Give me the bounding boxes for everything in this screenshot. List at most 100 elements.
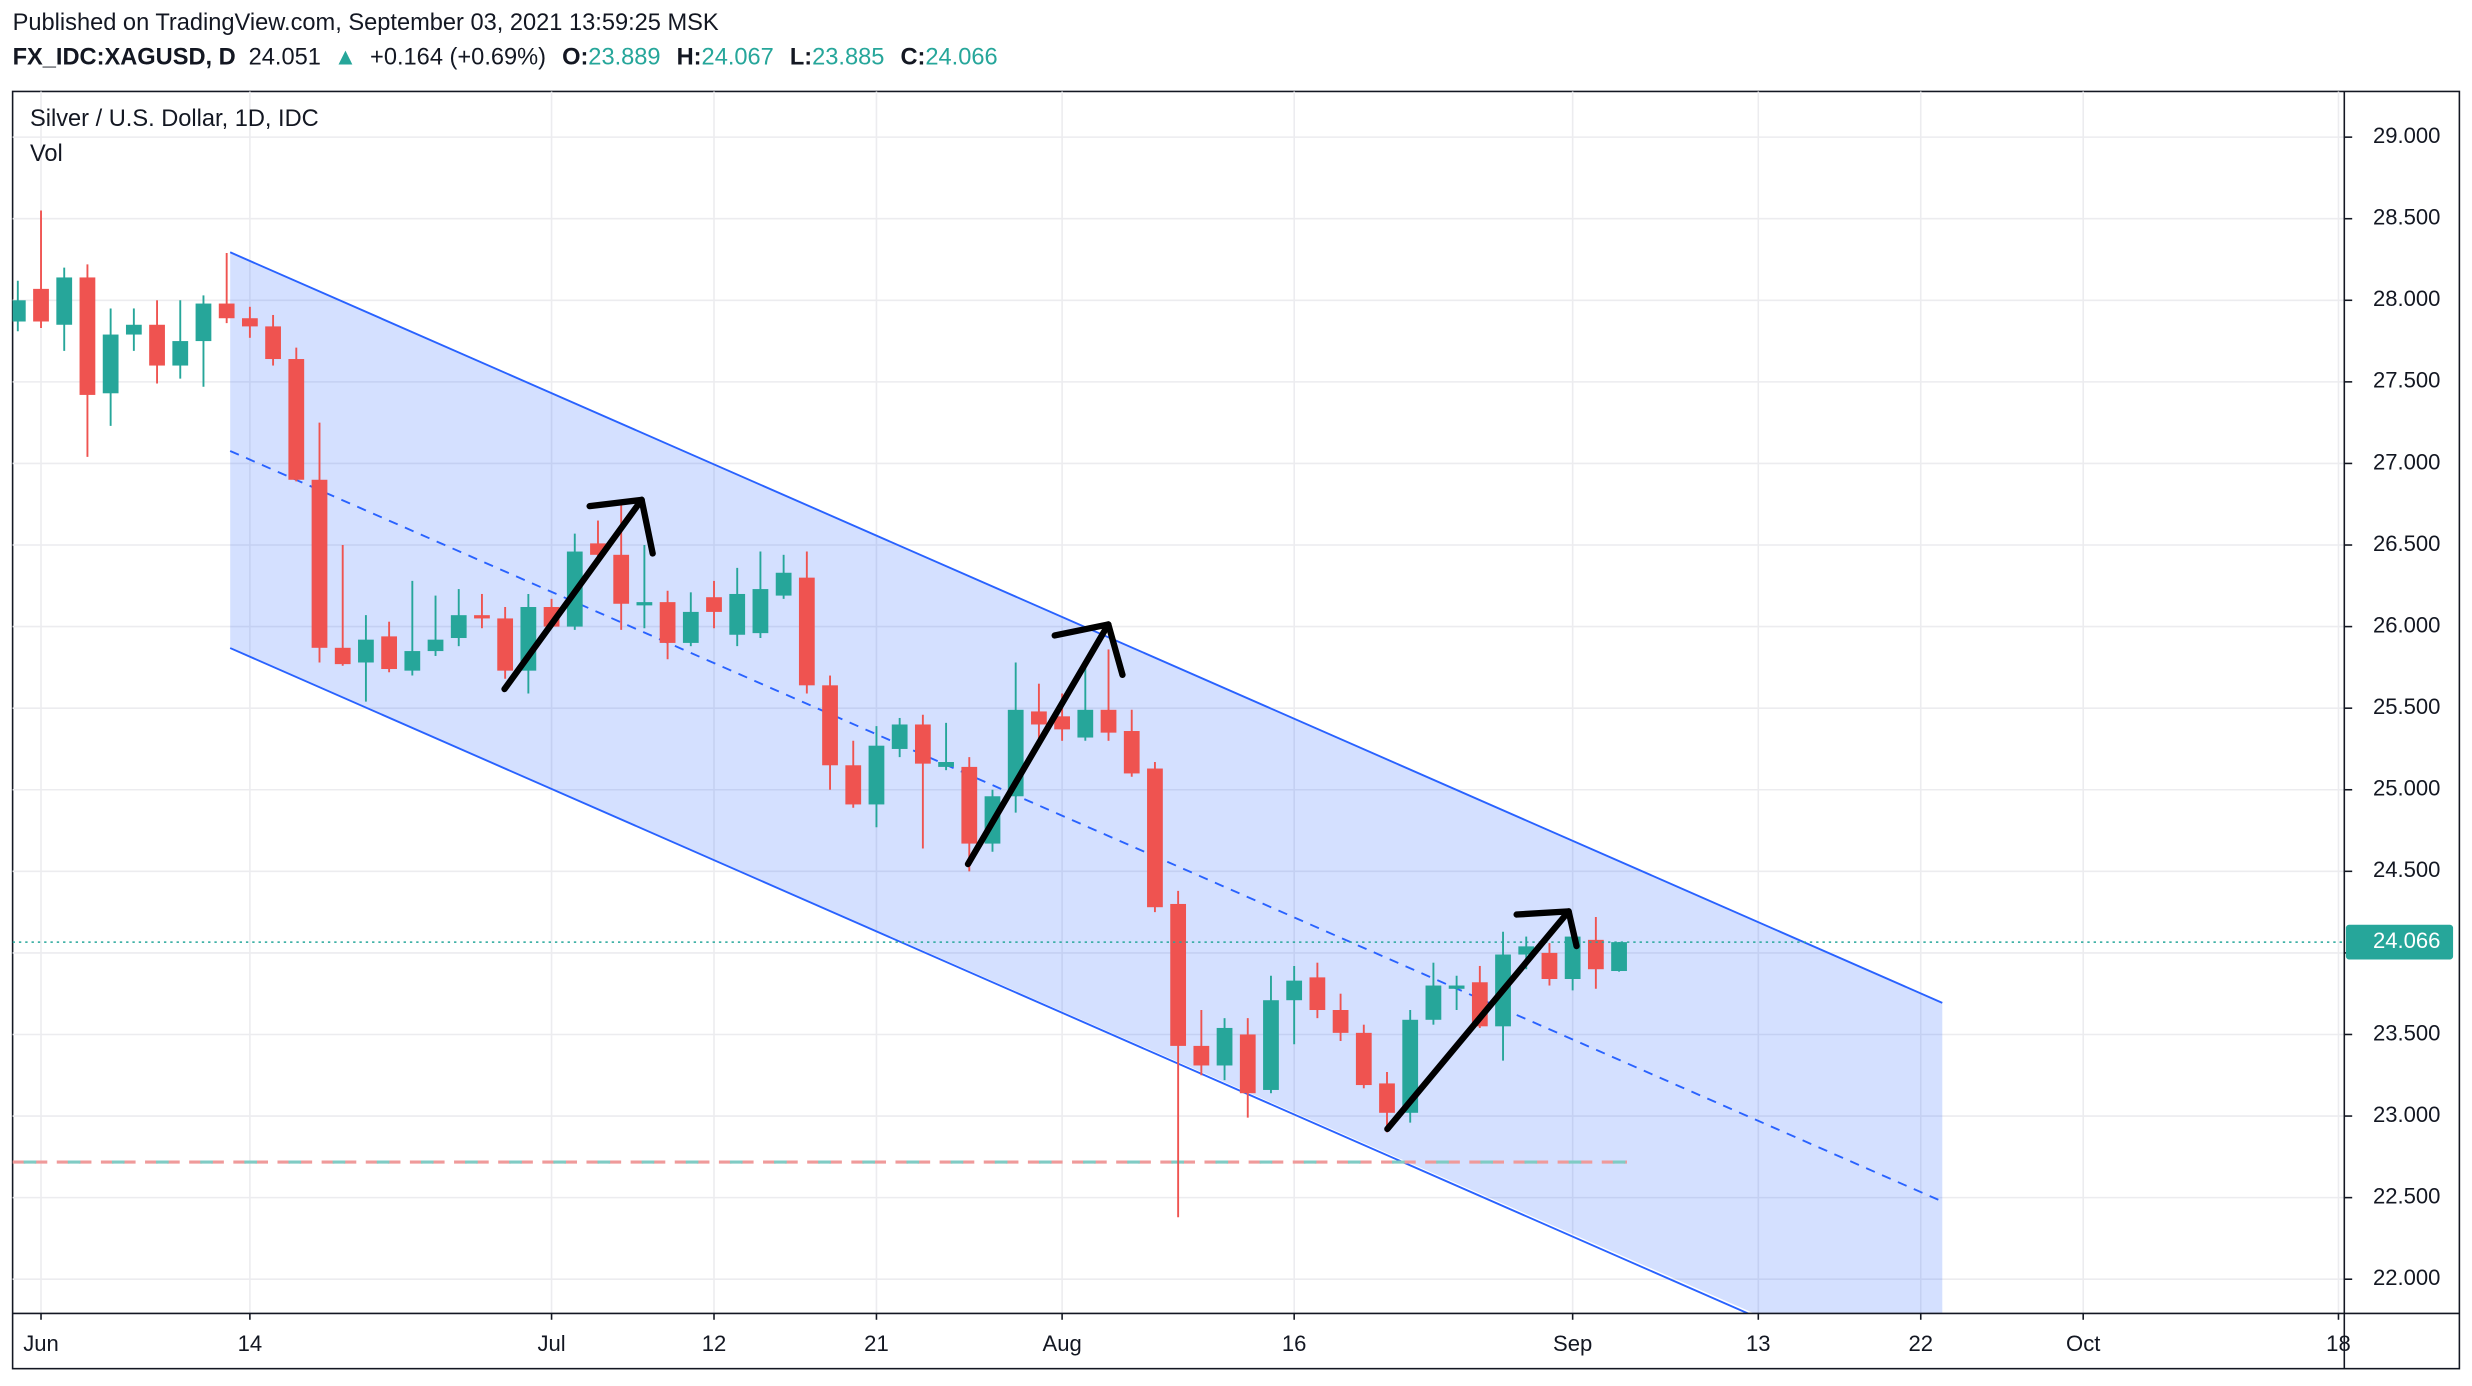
candle-body [1077,709,1094,738]
candle-body [195,303,212,342]
candle-body [79,277,96,395]
candle-body [1100,709,1117,733]
ohlc-label: C: [900,45,925,71]
candle-body [1239,1034,1256,1094]
arrow-head [1513,908,1580,950]
candle-body [1355,1032,1372,1086]
y-tick-label: 28.000 [2373,286,2440,311]
arrows [501,496,1580,1133]
candle-body [12,300,26,322]
candle-body [822,685,838,766]
candle-body [1425,985,1442,1020]
arrow [964,621,1112,868]
x-tick-label: Oct [2066,1331,2100,1356]
candle-body [775,572,792,596]
candle-body [1123,731,1140,774]
candle-body [659,602,676,643]
last-price-box [2345,924,2454,960]
candle-body [56,277,73,325]
candle-body [33,288,49,322]
x-tick-label: Aug [1042,1331,1081,1356]
candle-body [1448,985,1465,989]
candle-body [1379,1083,1395,1113]
x-tick-label: 22 [1908,1331,1933,1356]
change-arrow: ▲ [334,45,357,71]
candle-body [1332,1010,1349,1033]
candle-body [102,334,119,394]
ohlc-label: L: [790,45,812,71]
candle-body [682,611,699,643]
x-tick-label: 21 [864,1331,889,1356]
channel-lower [229,647,1751,1314]
candle-body [358,639,374,663]
candle-body [706,597,722,612]
candle-body [938,762,954,767]
arrow [501,496,645,693]
candle-body [914,724,931,764]
candle-body [311,479,328,648]
y-tick-label: 28.500 [2373,205,2440,230]
candle-body [1031,711,1047,725]
candle-body [1170,903,1187,1046]
ohlc-label: O: [562,45,588,71]
candle-body [868,745,885,805]
y-tick-label: 27.000 [2373,449,2440,474]
x-tick-label: 13 [1746,1331,1771,1356]
candle-body [1216,1027,1233,1066]
arrow-head [586,496,656,557]
x-tick-label: 18 [2326,1331,2351,1356]
candle-body [845,765,862,805]
grid [12,91,2345,1314]
candle-body [1147,768,1163,908]
candles [12,210,2345,1218]
x-tick-label: 16 [1282,1331,1307,1356]
candle-body [381,636,398,670]
chart-frame [11,90,2461,1370]
ohlc-value: 23.889 [588,45,660,71]
candle-body [1611,942,1627,972]
ohlc-value: 24.066 [925,45,997,71]
chart-title: Silver / U.S. Dollar, 1D, IDC [30,106,319,132]
axis-overlay: 22.00022.50023.00023.50024.00024.50025.0… [23,123,2454,1356]
candle-body [1286,980,1303,1001]
candle-body [1587,939,1604,970]
x-tick-label: 12 [702,1331,727,1356]
candle-body [613,554,630,604]
candle-body [218,303,235,319]
y-tick-label: 29.000 [2373,123,2440,148]
candle-body [961,766,978,844]
y-tick-label: 26.000 [2373,612,2440,637]
y-tick-label: 27.500 [2373,368,2440,393]
candle-body [1518,946,1535,955]
y-tick-label: 26.500 [2373,531,2440,556]
y-tick-label: 23.000 [2373,1102,2440,1127]
candle-body [1309,977,1326,1011]
candle-body [891,724,908,749]
candle-body [149,324,165,366]
ohlc-label: H: [677,45,702,71]
y-tick-label: 22.500 [2373,1183,2440,1208]
symbol: FX_IDC:XAGUSD, D [13,45,236,71]
candle-body [1263,1000,1279,1090]
candle-body [427,639,444,652]
change: +0.164 (+0.69%) [370,45,546,71]
y-tick-label: 22.000 [2373,1265,2440,1290]
chart-subtitle: Vol [30,141,63,167]
candle-body [1402,1019,1419,1113]
y-tick-label: 24.500 [2373,857,2440,882]
candle-body [798,577,815,686]
y-tick-label: 25.500 [2373,694,2440,719]
candle-body [474,615,490,619]
arrow [1384,908,1572,1133]
x-tick-label: Jun [23,1331,59,1356]
candle-body [729,593,746,635]
ohlc-value: 24.067 [702,45,774,71]
candle-body [241,318,258,327]
y-tick-label: 23.500 [2373,1020,2440,1045]
candle-body [334,647,351,665]
candle-body [497,618,514,671]
candle-body [590,543,606,555]
x-tick-label: 14 [238,1331,263,1356]
